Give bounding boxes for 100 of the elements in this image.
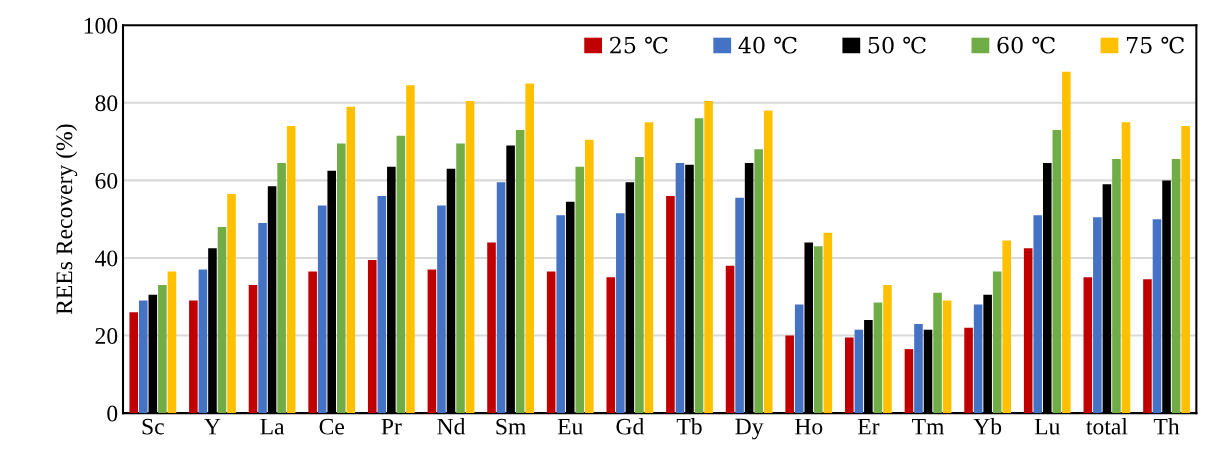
x-tick-label: Ho — [795, 418, 823, 435]
bar — [1171, 159, 1181, 414]
bar — [1093, 217, 1102, 414]
bar — [763, 110, 773, 414]
bar — [308, 271, 317, 414]
bar — [525, 83, 534, 414]
bar — [1152, 219, 1162, 414]
bar — [814, 246, 823, 414]
y-tick-label: 100 — [84, 17, 118, 34]
bar — [158, 285, 167, 414]
bar — [465, 100, 475, 414]
bar — [406, 85, 415, 414]
legend-label: 75 ℃ — [1126, 36, 1184, 54]
bar — [367, 259, 377, 414]
bar — [515, 129, 525, 414]
bar — [1143, 279, 1152, 414]
bar — [845, 337, 854, 414]
bar — [883, 285, 892, 414]
x-tick-label: Sc — [142, 418, 164, 435]
bar — [666, 195, 675, 414]
x-tick-label: Tm — [912, 418, 945, 435]
bar — [973, 304, 983, 414]
bar — [635, 157, 644, 414]
legend-label: 25 ℃ — [610, 36, 668, 54]
x-tick-label: Y — [204, 418, 221, 435]
bar — [1112, 159, 1121, 414]
x-tick-label: Dy — [735, 418, 764, 440]
y-axis-title: REEs Recovery (%) — [55, 124, 78, 315]
bar — [346, 106, 356, 414]
bar — [964, 327, 973, 414]
bar — [616, 213, 625, 414]
bar — [1052, 129, 1062, 414]
bar — [873, 302, 883, 414]
bar — [1121, 122, 1131, 414]
bar — [227, 193, 236, 414]
bar — [317, 205, 327, 414]
bar — [277, 162, 286, 414]
bar — [248, 285, 258, 414]
x-tick-label: Eu — [557, 418, 583, 435]
x-tick-label: Gd — [616, 417, 645, 435]
bar — [437, 205, 446, 414]
bar — [904, 349, 914, 414]
x-tick-label: total — [1086, 417, 1128, 435]
y-tick-label: 0 — [107, 405, 118, 422]
bar — [785, 335, 794, 414]
bar — [694, 118, 704, 414]
y-tick-label: 60 — [95, 172, 118, 189]
bar — [575, 166, 585, 414]
bar — [167, 271, 177, 414]
bar — [556, 215, 565, 414]
y-tick-label: 40 — [95, 250, 118, 267]
bar — [1023, 248, 1033, 414]
bar — [189, 300, 198, 414]
bar — [1181, 126, 1190, 414]
bar — [1083, 277, 1093, 414]
bar — [914, 323, 923, 414]
bar — [992, 271, 1002, 414]
x-tick-label: Pr — [381, 418, 402, 435]
bar — [496, 182, 506, 414]
bar — [933, 292, 942, 414]
bar — [704, 100, 713, 414]
y-tick-label: 80 — [95, 95, 118, 112]
x-tick-label: Yb — [973, 417, 1002, 435]
bar — [217, 226, 227, 414]
legend-label: 40 ℃ — [738, 36, 797, 54]
bar — [129, 312, 139, 414]
bar — [725, 265, 735, 414]
bar — [336, 143, 346, 414]
x-tick-label: Er — [857, 418, 880, 435]
bar — [754, 149, 763, 414]
bar — [1033, 215, 1043, 414]
bar — [427, 269, 437, 414]
y-tick-label: 20 — [95, 328, 118, 344]
legend-label: 60 ℃ — [997, 36, 1055, 54]
bar — [258, 223, 267, 414]
x-tick-label: Tb — [676, 417, 702, 435]
bar — [942, 300, 952, 414]
bar — [396, 135, 406, 414]
x-tick-label: Sm — [496, 418, 526, 435]
legend-label: 50 ℃ — [868, 36, 926, 54]
x-tick-label: Ce — [319, 418, 345, 435]
bar — [854, 329, 864, 414]
bar — [823, 232, 833, 414]
x-tick-label: Th — [1153, 417, 1180, 435]
bar — [644, 122, 654, 414]
bar — [487, 242, 496, 414]
x-tick-label: Nd — [437, 417, 466, 435]
bar — [606, 277, 616, 414]
bar — [198, 269, 208, 414]
bar — [794, 304, 804, 414]
bar — [546, 271, 556, 414]
bar — [735, 197, 744, 414]
bar — [138, 300, 148, 414]
bar — [585, 139, 594, 414]
bar — [456, 143, 465, 414]
bar — [1002, 240, 1012, 414]
x-tick-label: La — [260, 418, 285, 435]
bar — [286, 126, 296, 414]
bar — [675, 162, 685, 414]
x-tick-label: Lu — [1034, 418, 1060, 435]
